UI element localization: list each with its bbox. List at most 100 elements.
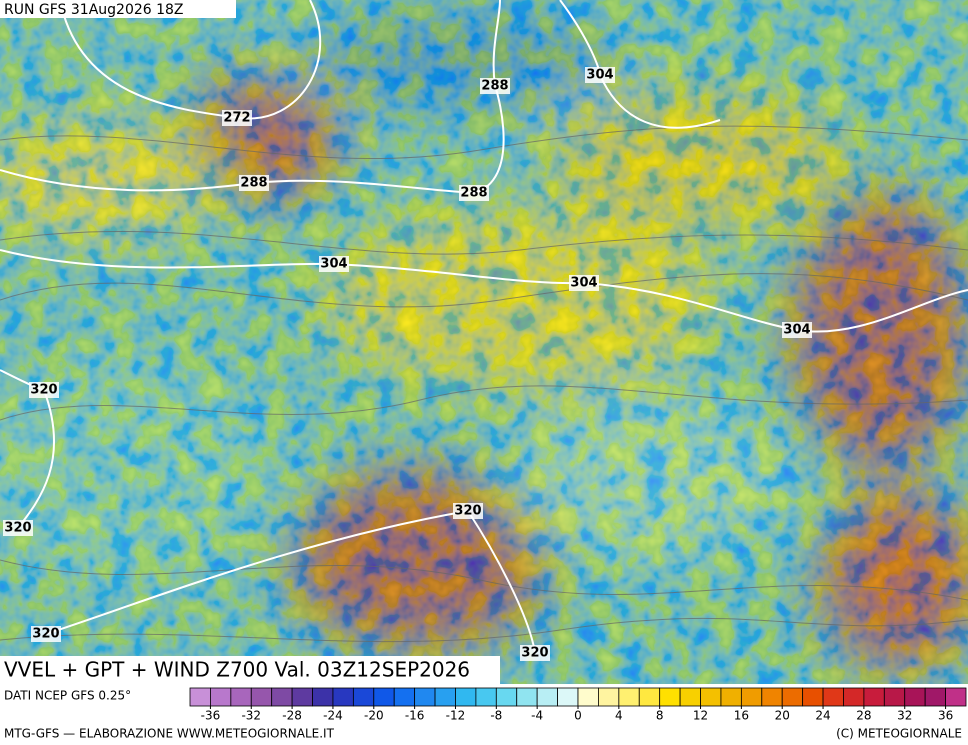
colorbar-bin: [863, 687, 885, 707]
colorbar-bin: [210, 687, 232, 707]
contour-label: 320: [454, 504, 481, 519]
map-field: 2722883042882883043043043203203203203203…: [0, 0, 968, 684]
streamline: [0, 125, 968, 160]
colorbar-tick-label: -4: [531, 709, 543, 723]
contour-label-bg: [239, 175, 269, 191]
colorbar-tick-label: -16: [405, 709, 425, 723]
colorbar-tick-label: 32: [897, 709, 912, 723]
colorbar-tick-label: -28: [282, 709, 302, 723]
contour: [0, 249, 968, 333]
colorbar-tick-label: 0: [574, 709, 582, 723]
colorbar-bin: [822, 687, 844, 707]
contour-label: 288: [481, 79, 508, 94]
colorbar-tick-label: 20: [775, 709, 790, 723]
contour-label-bg: [222, 110, 252, 126]
colorbar-bin: [679, 687, 701, 707]
contour-label: 320: [521, 646, 548, 661]
colorbar-bin: [700, 687, 722, 707]
colorbar-bin: [638, 687, 661, 707]
colorbar-bin: [883, 687, 906, 707]
colorbar-bin: [598, 687, 620, 707]
contour-label-bg: [453, 503, 483, 519]
contour-label-bg: [31, 626, 61, 642]
source-label: DATI NCEP GFS 0.25°: [4, 689, 131, 703]
colorbar-bin: [802, 687, 824, 707]
map-title-box: [0, 656, 500, 684]
streamline: [0, 273, 968, 308]
contour-label: 320: [4, 521, 31, 536]
colorbar-tick-label: 8: [656, 709, 664, 723]
colorbar-tick-label: -32: [241, 709, 261, 723]
colorbar-tick-label: -36: [201, 709, 221, 723]
colorbar-tick-label: 12: [693, 709, 708, 723]
colorbar-bin: [924, 687, 946, 707]
contour-label: 320: [30, 383, 57, 398]
contour: [0, 369, 55, 529]
colorbar-bin: [495, 687, 518, 707]
contour-label: 288: [460, 186, 487, 201]
contour-label-bg: [459, 185, 489, 201]
contour-label: 272: [223, 111, 250, 126]
colorbar-tick-label: -20: [364, 709, 384, 723]
contour-label-bg: [520, 645, 550, 661]
colorbar-bin: [271, 687, 293, 707]
streamline: [0, 559, 968, 601]
colorbar-tick-label: -24: [323, 709, 343, 723]
run-label: RUN GFS 31Aug2026 18Z: [4, 2, 184, 18]
colorbar-bin: [250, 687, 273, 707]
colorbar-bin: [904, 687, 926, 707]
colorbar-bin: [414, 687, 436, 707]
colorbar-bin: [740, 687, 763, 707]
streamline: [0, 230, 968, 255]
contour-label-bg: [480, 78, 510, 94]
colorbar-tick-label: 4: [615, 709, 623, 723]
colorbar-tick-label: 36: [938, 709, 953, 723]
colorbar-bin: [475, 687, 497, 707]
colorbar-tick-label: -12: [446, 709, 466, 723]
colorbar-bin: [577, 687, 599, 707]
colorbar-bin: [373, 687, 395, 707]
colorbar-bin: [536, 687, 558, 707]
streamline: [0, 385, 968, 421]
contour-label-bg: [585, 67, 615, 83]
colorbar-tick-label: 24: [815, 709, 830, 723]
contour-label: 304: [586, 68, 613, 83]
colorbar: -36 -32 -28 -24 -20 -16 -12 -8 -4 0 4 8 12 16 20 24 28 32…: [189, 687, 967, 723]
contour-labels: 2722883042882883043043043203203203203203…: [3, 67, 812, 672]
colorbar-bin: [291, 687, 313, 707]
map-title: VVEL + GPT + WIND Z700 Val. 03Z12SEP2026: [4, 658, 470, 682]
colorbar-bin: [455, 687, 477, 707]
colorbar-bin: [352, 687, 375, 707]
contour-label-bg: [319, 256, 349, 272]
run-label-box: [0, 0, 236, 18]
contour-label: 304: [320, 257, 347, 272]
contour-label-bg: [782, 322, 812, 338]
contour-label: 320: [32, 627, 59, 642]
contour-label: 304: [570, 276, 597, 291]
colorbar-bin: [945, 687, 967, 707]
contour-label-bg: [29, 382, 59, 398]
streamline: [0, 617, 968, 643]
contour-label-bg: [569, 275, 599, 291]
colorbar-tick-label: 28: [856, 709, 871, 723]
contour-label: 288: [240, 176, 267, 191]
field-texture: [0, 0, 968, 684]
colorbar-bin: [781, 687, 804, 707]
colorbar-bin: [720, 687, 742, 707]
contour-label-bg: [3, 520, 33, 536]
colorbar-bin: [393, 687, 416, 707]
colorbar-bin: [332, 687, 354, 707]
colorbar-bin: [659, 687, 681, 707]
streamlines: [0, 125, 968, 643]
colorbar-bin: [189, 687, 211, 707]
colorbar-bin: [516, 687, 538, 707]
colorbar-bin: [434, 687, 456, 707]
contour: [45, 509, 536, 654]
footer-left: MTG-GFS — ELABORAZIONE WWW.METEOGIORNALE…: [4, 727, 335, 741]
colorbar-bin: [312, 687, 334, 707]
colorbar-tick-label: -8: [490, 709, 502, 723]
colorbar-bin: [230, 687, 252, 707]
colorbar-bin: [761, 687, 783, 707]
footer-right: (C) METEOGIORNALE: [836, 727, 962, 741]
